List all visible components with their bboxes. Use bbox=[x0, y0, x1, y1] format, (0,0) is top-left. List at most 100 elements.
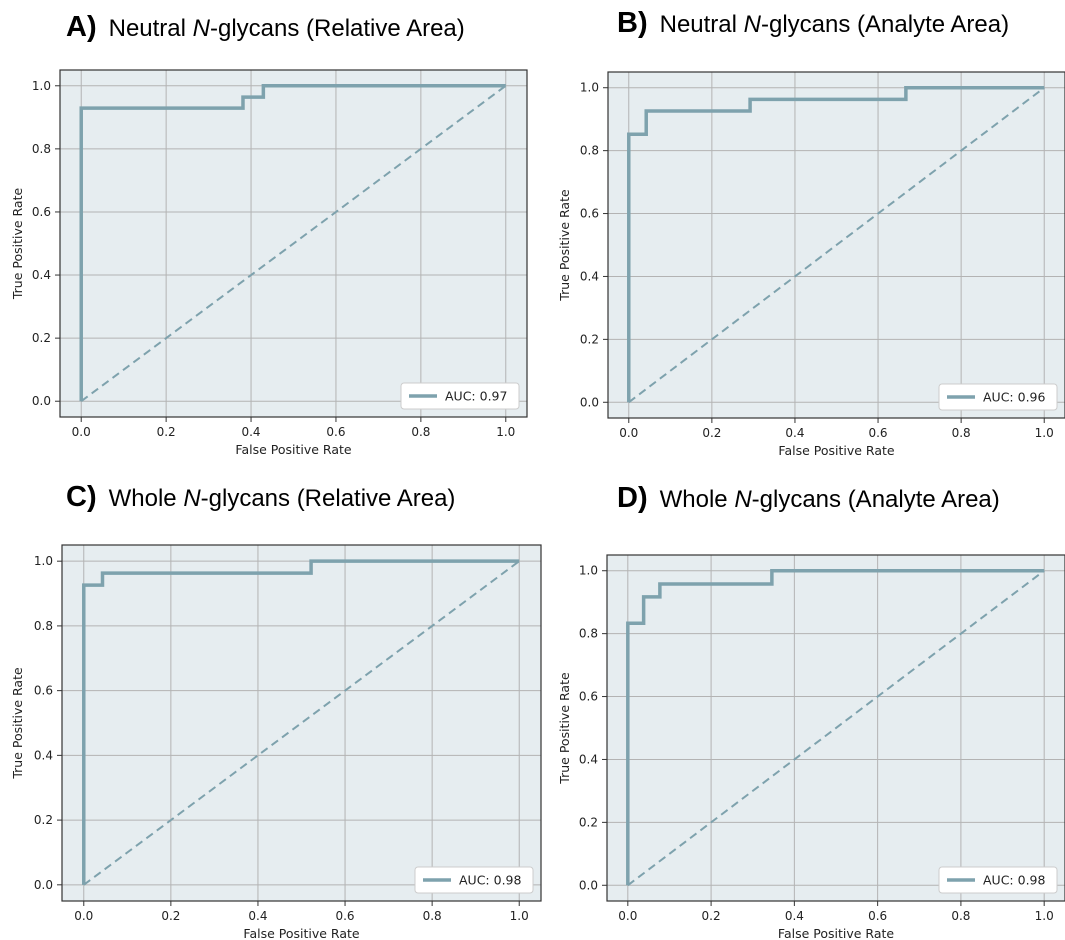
x-tick-label: 1.0 bbox=[496, 425, 515, 439]
legend-box bbox=[938, 866, 1058, 894]
legend-label: AUC: 0.98 bbox=[983, 873, 1045, 888]
legend-box bbox=[938, 383, 1058, 411]
y-axis-label: True Positive Rate bbox=[557, 189, 572, 302]
x-tick-label: 0.4 bbox=[248, 909, 267, 923]
panel-title: B) Neutral N-glycans (Analyte Area) bbox=[617, 7, 1009, 39]
panel-b: B) Neutral N-glycans (Analyte Area) 0.0 0.2… bbox=[557, 7, 1065, 458]
x-tick-label: 0.4 bbox=[241, 425, 260, 439]
panel-letter: D) bbox=[617, 482, 648, 514]
diagonal-reference-line bbox=[80, 84, 507, 403]
x-axis-label: False Positive Rate bbox=[243, 926, 359, 940]
legend-label: AUC: 0.97 bbox=[445, 389, 507, 404]
x-axis-label: False Positive Rate bbox=[778, 926, 894, 940]
y-tick-label: 0.2 bbox=[580, 332, 599, 346]
x-tick-label: 0.8 bbox=[952, 426, 971, 440]
y-tick-label: 0.4 bbox=[34, 748, 53, 762]
panel-a: A) Neutral N-glycans (Relative Area) 0.0 0.… bbox=[10, 11, 528, 457]
x-tick-label: 0.8 bbox=[423, 909, 442, 923]
y-tick-label: 1.0 bbox=[580, 81, 599, 95]
y-tick-label: 0.8 bbox=[580, 144, 599, 158]
legend-box bbox=[414, 866, 534, 894]
panel-title-italic: N bbox=[183, 485, 201, 512]
panel-d: D) Whole N-glycans (Analyte Area) 0.0 0.2 0.… bbox=[557, 482, 1065, 940]
y-axis-label: True Positive Rate bbox=[557, 672, 572, 785]
y-tick-label: 1.0 bbox=[32, 79, 51, 93]
roc-curve bbox=[82, 559, 520, 885]
legend-label: AUC: 0.98 bbox=[459, 873, 521, 888]
panel-title-italic: N bbox=[734, 486, 752, 513]
y-tick-label: 0.4 bbox=[579, 752, 598, 766]
panel-title-text: Whole bbox=[660, 486, 735, 513]
panel-letter: B) bbox=[617, 7, 648, 39]
y-tick-label: 0.0 bbox=[34, 878, 53, 892]
x-tick-label: 1.0 bbox=[1035, 909, 1054, 923]
x-tick-label: 0.2 bbox=[702, 426, 721, 440]
x-axis-label: False Positive Rate bbox=[778, 443, 894, 458]
x-tick-label: 0.0 bbox=[618, 909, 637, 923]
y-tick-label: 0.6 bbox=[580, 207, 599, 221]
plot-frame bbox=[59, 69, 528, 418]
x-axis-label: False Positive Rate bbox=[235, 442, 351, 457]
x-tick-label: 0.2 bbox=[157, 425, 176, 439]
x-tick-label: 0.6 bbox=[335, 909, 354, 923]
x-tick-label: 0.6 bbox=[868, 426, 887, 440]
panel-title: D) Whole N-glycans (Analyte Area) bbox=[617, 482, 1000, 514]
y-tick-label: 0.2 bbox=[579, 815, 598, 829]
y-tick-label: 0.4 bbox=[580, 269, 599, 283]
x-tick-label: 1.0 bbox=[1035, 426, 1054, 440]
x-tick-label: 0.2 bbox=[161, 909, 180, 923]
y-tick-label: 0.6 bbox=[34, 684, 53, 698]
panel-title-text: Neutral bbox=[109, 15, 193, 42]
panel-title-text-rest: -glycans (Analyte Area) bbox=[752, 486, 1000, 513]
y-tick-label: 0.6 bbox=[579, 690, 598, 704]
panel-title-text-rest: -glycans (Analyte Area) bbox=[761, 11, 1009, 38]
y-axis-label: True Positive Rate bbox=[10, 667, 25, 780]
y-tick-label: 0.8 bbox=[32, 142, 51, 156]
y-tick-label: 0.4 bbox=[32, 268, 51, 282]
x-tick-label: 0.2 bbox=[702, 909, 721, 923]
y-tick-label: 0.0 bbox=[579, 878, 598, 892]
plot-frame bbox=[606, 554, 1065, 902]
plot-frame bbox=[61, 544, 542, 902]
x-tick-label: 0.4 bbox=[785, 909, 804, 923]
panel-title-italic: N bbox=[193, 15, 211, 42]
y-tick-label: 0.0 bbox=[580, 395, 599, 409]
roc-curve bbox=[627, 85, 1045, 403]
roc-curve bbox=[626, 568, 1045, 886]
x-tick-label: 0.8 bbox=[951, 909, 970, 923]
x-tick-label: 0.4 bbox=[785, 426, 804, 440]
x-tick-label: 1.0 bbox=[510, 909, 529, 923]
x-tick-label: 0.0 bbox=[619, 426, 638, 440]
panel-title-italic: N bbox=[744, 11, 762, 38]
panel-title: A) Neutral N-glycans (Relative Area) bbox=[66, 11, 465, 43]
diagonal-reference-line bbox=[628, 86, 1045, 404]
y-tick-label: 0.6 bbox=[32, 205, 51, 219]
panel-title-text: Neutral bbox=[660, 11, 744, 38]
y-tick-label: 0.2 bbox=[32, 331, 51, 345]
y-tick-label: 1.0 bbox=[34, 554, 53, 568]
x-tick-label: 0.0 bbox=[72, 425, 91, 439]
y-tick-label: 0.8 bbox=[579, 627, 598, 641]
y-tick-label: 0.8 bbox=[34, 619, 53, 633]
legend-box bbox=[400, 382, 520, 410]
panel-letter: C) bbox=[66, 481, 97, 513]
y-tick-label: 0.2 bbox=[34, 813, 53, 827]
panel-title: C) Whole N-glycans (Relative Area) bbox=[66, 481, 455, 513]
plot-frame bbox=[607, 71, 1065, 419]
y-tick-label: 0.0 bbox=[32, 394, 51, 408]
panel-title-text-rest: -glycans (Relative Area) bbox=[210, 15, 465, 42]
y-axis-label: True Positive Rate bbox=[10, 188, 25, 301]
x-tick-label: 0.6 bbox=[868, 909, 887, 923]
y-tick-label: 1.0 bbox=[579, 564, 598, 578]
legend-label: AUC: 0.96 bbox=[983, 390, 1045, 405]
x-tick-label: 0.6 bbox=[326, 425, 345, 439]
panel-letter: A) bbox=[66, 11, 97, 43]
panel-title-text: Whole bbox=[109, 485, 184, 512]
x-tick-label: 0.0 bbox=[74, 909, 93, 923]
panel-c: C) Whole N-glycans (Relative Area) 0.0 0.2 0… bbox=[10, 481, 542, 940]
x-tick-label: 0.8 bbox=[411, 425, 430, 439]
roc-curve bbox=[79, 84, 506, 402]
panel-title-text-rest: -glycans (Relative Area) bbox=[201, 485, 456, 512]
diagonal-reference-line bbox=[627, 569, 1045, 887]
